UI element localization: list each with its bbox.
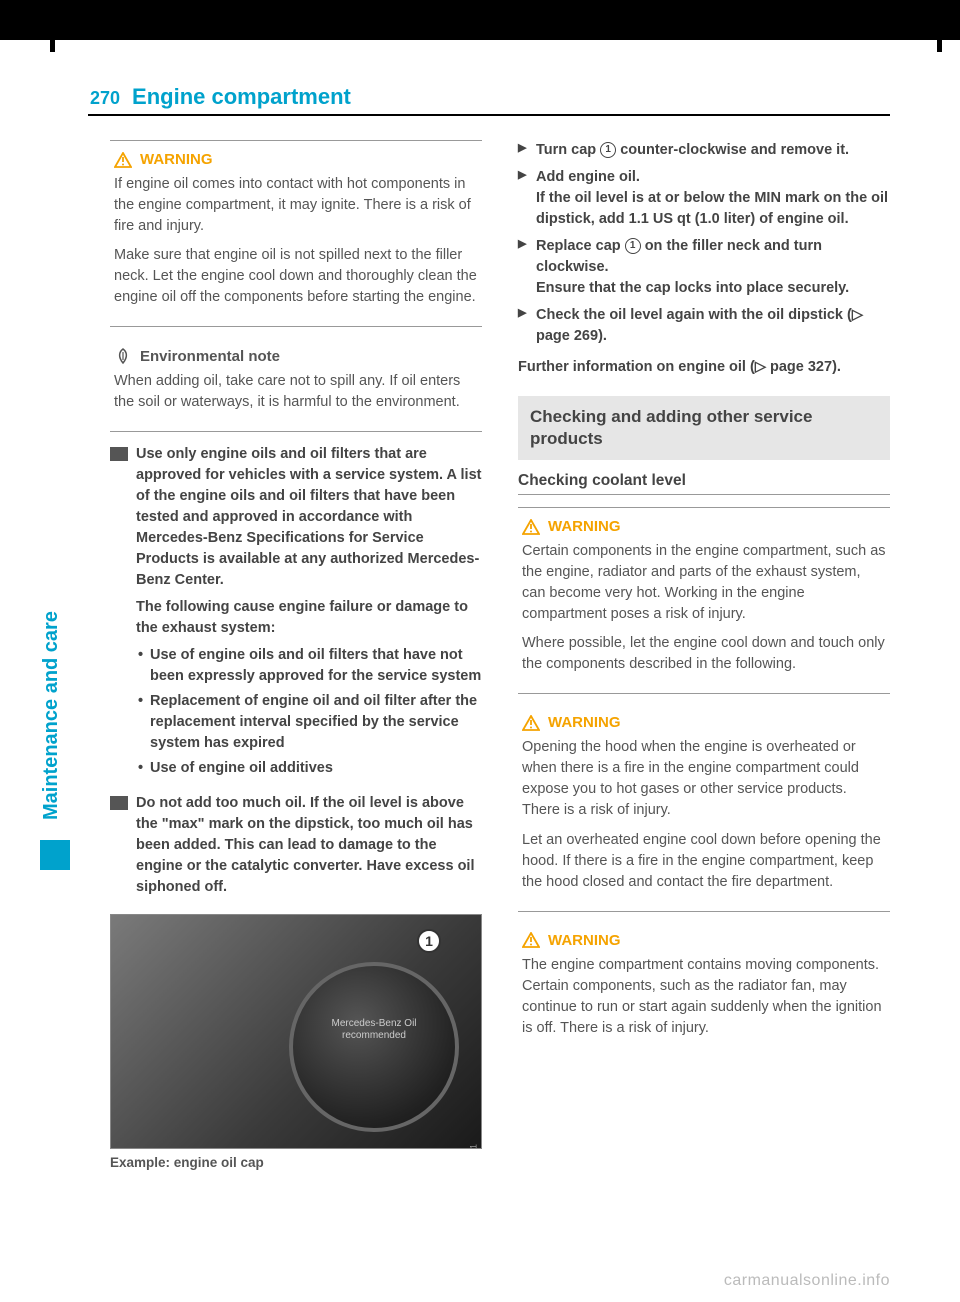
env-paragraph: When adding oil, take care not to spill … <box>114 371 478 413</box>
warning-label: WARNING <box>548 932 621 949</box>
image-code: P18.00-2418-31 <box>469 1144 479 1149</box>
step-item: Replace cap 1 on the filler neck and tur… <box>518 236 890 299</box>
warning-paragraph: The engine compartment contains moving c… <box>522 955 886 1039</box>
warning-paragraph: Where possible, let the engine cool down… <box>522 633 886 675</box>
warning-label: WARNING <box>548 518 621 535</box>
page-title: Engine compartment <box>132 84 351 110</box>
crop-mark <box>937 40 942 52</box>
note-icon <box>110 796 128 810</box>
ref-marker: 1 <box>625 238 641 254</box>
section-heading: Checking and adding other service produc… <box>518 396 890 460</box>
env-label: Environmental note <box>140 348 280 365</box>
section-tab-label: Maintenance and care <box>40 611 63 820</box>
footer-watermark: carmanualsonline.info <box>724 1272 890 1290</box>
warning-header: WARNING <box>522 714 886 731</box>
cap-line: recommended <box>342 1030 406 1041</box>
page-header: 270 Engine compartment <box>90 84 890 110</box>
env-text: When adding oil, take care not to spill … <box>114 371 478 413</box>
environment-icon <box>114 347 132 365</box>
bullet-item: Use of engine oil additives <box>136 758 482 779</box>
note-bullets: Use of engine oils and oil filters that … <box>136 645 482 779</box>
warning-paragraph: Make sure that engine oil is not spilled… <box>114 245 478 308</box>
step-item: Check the oil level again with the oil d… <box>518 305 890 347</box>
step-item: Add engine oil. If the oil level is at o… <box>518 167 890 230</box>
callout-marker: 1 <box>417 929 441 953</box>
bullet-item: Replacement of engine oil and oil filter… <box>136 691 482 754</box>
warning-box: WARNING Opening the hood when the engine… <box>518 706 890 911</box>
important-note: Do not add too much oil. If the oil leve… <box>110 793 482 904</box>
crop-mark <box>50 40 55 52</box>
header-rule <box>88 114 890 116</box>
warning-box: WARNING The engine compartment contains … <box>518 924 890 1057</box>
step-item: Turn cap 1 counter-clockwise and remove … <box>518 140 890 161</box>
content-columns: WARNING If engine oil comes into contact… <box>110 140 890 1262</box>
warning-paragraph: If engine oil comes into contact with ho… <box>114 174 478 237</box>
image-caption: Example: engine oil cap <box>110 1155 482 1170</box>
environmental-note-box: Environmental note When adding oil, take… <box>110 339 482 432</box>
page-number: 270 <box>90 88 120 109</box>
warning-text: Certain components in the engine compart… <box>522 541 886 675</box>
warning-box: WARNING If engine oil comes into contact… <box>110 140 482 327</box>
step-text: Check the oil level again with the oil d… <box>536 307 863 344</box>
warning-triangle-icon <box>114 152 132 168</box>
step-subtext: Ensure that the cap locks into place sec… <box>536 278 890 299</box>
step-text: Replace cap 1 on the filler neck and tur… <box>536 238 822 275</box>
sub-heading: Checking coolant level <box>518 472 890 495</box>
warning-paragraph: Let an overheated engine cool down befor… <box>522 830 886 893</box>
warning-triangle-icon <box>522 932 540 948</box>
left-column: WARNING If engine oil comes into contact… <box>110 140 482 1262</box>
warning-paragraph: Opening the hood when the engine is over… <box>522 737 886 821</box>
warning-paragraph: Certain components in the engine compart… <box>522 541 886 625</box>
oil-cap: Mercedes-Benz Oil recommended <box>289 962 459 1132</box>
engine-oil-cap-image: Mercedes-Benz Oil recommended 1 P18.00-2… <box>110 914 482 1149</box>
note-icon <box>110 447 128 461</box>
warning-label: WARNING <box>140 151 213 168</box>
step-subtext: If the oil level is at or below the MIN … <box>536 188 890 230</box>
warning-triangle-icon <box>522 715 540 731</box>
warning-text: If engine oil comes into contact with ho… <box>114 174 478 308</box>
warning-header: WARNING <box>522 518 886 535</box>
step-text: Turn cap 1 counter-clockwise and remove … <box>536 142 849 158</box>
bullet-item: Use of engine oils and oil filters that … <box>136 645 482 687</box>
note-paragraph: The following cause engine failure or da… <box>136 597 482 639</box>
warning-header: WARNING <box>522 932 886 949</box>
warning-box: WARNING Certain components in the engine… <box>518 507 890 694</box>
section-tab-box <box>40 840 70 870</box>
right-column: Turn cap 1 counter-clockwise and remove … <box>518 140 890 1262</box>
warning-text: Opening the hood when the engine is over… <box>522 737 886 892</box>
note-paragraph: Do not add too much oil. If the oil leve… <box>136 793 482 898</box>
important-note: Use only engine oils and oil filters tha… <box>110 444 482 783</box>
procedure-steps: Turn cap 1 counter-clockwise and remove … <box>518 140 890 353</box>
warning-text: The engine compartment contains moving c… <box>522 955 886 1039</box>
ref-marker: 1 <box>600 142 616 158</box>
warning-header: WARNING <box>114 151 478 168</box>
note-content: Use only engine oils and oil filters tha… <box>136 444 482 783</box>
env-header: Environmental note <box>114 347 478 365</box>
cap-line: Mercedes-Benz Oil <box>331 1018 416 1029</box>
note-paragraph: Use only engine oils and oil filters tha… <box>136 444 482 591</box>
reference-text: Further information on engine oil (▷ pag… <box>518 357 890 378</box>
page-area: 270 Engine compartment Maintenance and c… <box>0 40 960 1302</box>
warning-label: WARNING <box>548 714 621 731</box>
warning-triangle-icon <box>522 519 540 535</box>
step-text: Add engine oil. <box>536 169 640 185</box>
top-black-bar <box>0 0 960 40</box>
note-content: Do not add too much oil. If the oil leve… <box>136 793 482 904</box>
oil-cap-text: Mercedes-Benz Oil recommended <box>293 1018 455 1042</box>
